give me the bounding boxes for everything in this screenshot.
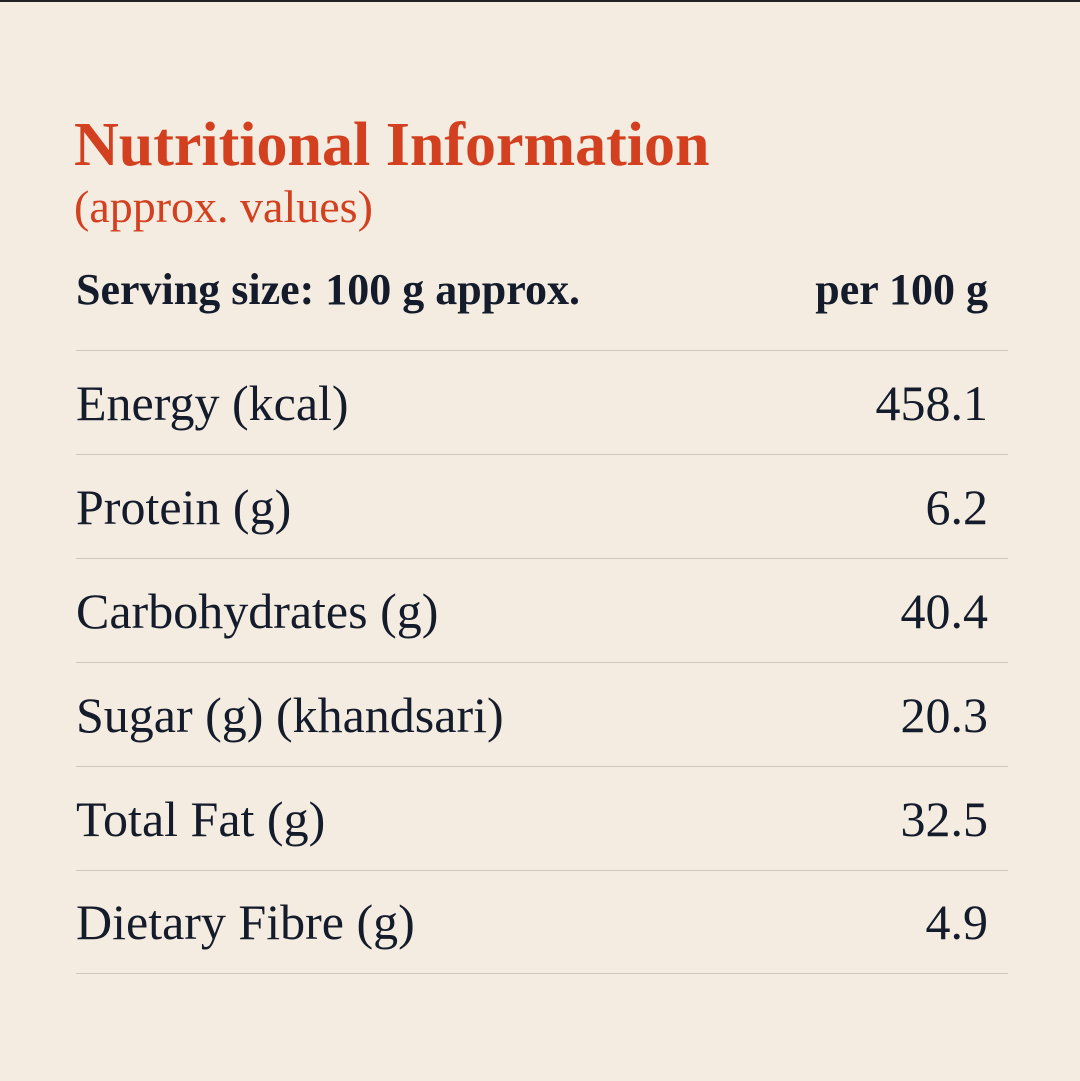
nutrition-table: Energy (kcal) 458.1 Protein (g) 6.2 Carbohyd… — [76, 350, 1008, 974]
table-row: Total Fat (g) 32.5 — [76, 766, 1008, 870]
per-unit: per 100 g — [815, 265, 988, 314]
nutrient-label: Energy (kcal) — [76, 374, 349, 431]
nutrient-label: Protein (g) — [76, 478, 292, 535]
table-row: Dietary Fibre (g) 4.9 — [76, 870, 1008, 974]
nutrient-label: Total Fat (g) — [76, 790, 326, 847]
nutrient-value: 458.1 — [875, 374, 989, 431]
serving-size: Serving size: 100 g approx. — [76, 265, 580, 314]
nutrient-value: 32.5 — [900, 790, 989, 847]
table-row: Sugar (g) (khandsari) 20.3 — [76, 662, 1008, 766]
table-row: Energy (kcal) 458.1 — [76, 350, 1008, 454]
table-header: Serving size: 100 g approx. per 100 g — [76, 264, 988, 315]
nutrient-value: 40.4 — [900, 582, 989, 639]
table-row: Protein (g) 6.2 — [76, 454, 1008, 558]
nutrient-value: 6.2 — [925, 478, 989, 535]
nutrient-value: 20.3 — [900, 686, 989, 743]
nutrient-label: Carbohydrates (g) — [76, 582, 439, 639]
subtitle: (approx. values) — [74, 181, 373, 232]
table-row: Carbohydrates (g) 40.4 — [76, 558, 1008, 662]
nutrient-value: 4.9 — [925, 894, 989, 950]
title: Nutritional Information — [74, 111, 710, 179]
nutrient-label: Sugar (g) (khandsari) — [76, 686, 504, 743]
nutrient-label: Dietary Fibre (g) — [76, 894, 415, 950]
